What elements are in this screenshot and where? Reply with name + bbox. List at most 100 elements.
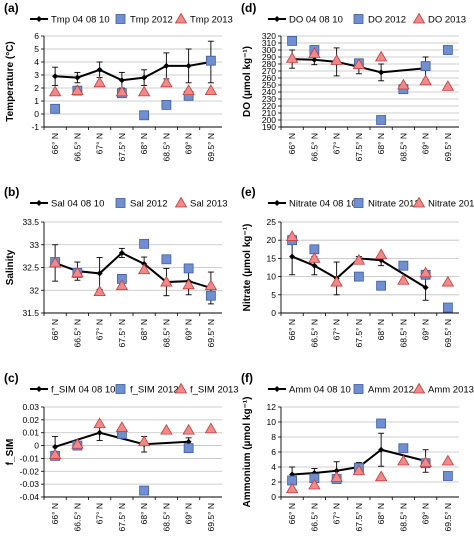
x-tick-label: 68.5° N [398, 133, 408, 161]
line-point [378, 446, 385, 453]
legend-label: Tmp 2013 [190, 15, 233, 26]
line-point [96, 429, 103, 436]
legend-label: f_SIM 2012 [130, 385, 179, 396]
triangle-point [419, 456, 432, 467]
line-point [52, 73, 59, 80]
triangle-point [137, 435, 151, 447]
triangle-point [182, 423, 195, 435]
y-axis-label: Nitrate (µmol kg⁻¹) [242, 224, 253, 312]
y-tick-label: 10 [267, 272, 277, 282]
legend-square-swatch [115, 198, 126, 208]
x-tick-label: 67.5° N [354, 133, 364, 161]
y-tick-label: 290 [262, 52, 276, 62]
y-tick-label: 0.01 [22, 428, 39, 438]
triangle-point [285, 230, 299, 241]
y-tick-label: -1 [31, 122, 39, 132]
y-tick-label: 1 [34, 96, 39, 106]
y-tick-label: -0.01 [20, 453, 40, 463]
legend-label: Tmp 2012 [130, 15, 173, 26]
y-tick-label: 2 [271, 477, 276, 487]
line-point [74, 74, 81, 81]
square-point [50, 103, 61, 114]
x-tick-label: 68° N [139, 133, 149, 154]
panel-label: (b) [4, 185, 19, 199]
square-point [161, 254, 172, 265]
square-point [442, 302, 453, 313]
triangle-point [160, 275, 173, 287]
triangle-point [397, 273, 410, 285]
x-tick-label: 68.5° N [161, 319, 171, 347]
legend-label: Amm 2012 [368, 385, 414, 396]
y-tick-label: 32.5 [22, 263, 39, 273]
legend: Nitrate 04 08 10 Nitrate 2012 Nitrate 2013 [268, 196, 474, 210]
x-tick-label: 67.5° N [354, 319, 364, 347]
triangle-point [182, 84, 195, 95]
legend-line-marker [274, 386, 280, 392]
triangle-point [330, 275, 343, 287]
square-point [139, 110, 150, 121]
y-tick-label: 25 [267, 217, 277, 227]
legend-square-swatch [353, 198, 364, 208]
triangle-point [374, 470, 388, 482]
x-tick-label: 68.5° N [398, 503, 408, 531]
triangle-point [397, 78, 410, 90]
y-tick-label: 20 [267, 235, 277, 245]
y-tick-label: 0 [271, 492, 276, 502]
triangle-point [441, 275, 455, 287]
x-tick-label: 69° N [421, 503, 431, 524]
square-point [183, 263, 194, 274]
chart-panel: (f) 0 2 4 6 8 10 12 66° N 66.5° N 67° N 67.5° N 68° … [241, 371, 474, 531]
panel-label: (d) [241, 1, 256, 15]
x-tick-label: 68° N [139, 503, 149, 524]
series-line [55, 61, 212, 82]
y-tick-label: -0.04 [20, 492, 40, 502]
triangle-point [441, 454, 455, 466]
square-point [442, 45, 453, 55]
square-point [398, 443, 409, 454]
y-tick-label: -0.03 [20, 479, 40, 489]
triangle-point [308, 47, 321, 58]
square-point [139, 485, 150, 496]
x-tick-label: 68.5° N [398, 319, 408, 347]
y-tick-label: 270 [262, 66, 276, 76]
triangle-point [204, 279, 218, 291]
x-tick-label: 67.5° N [117, 503, 127, 531]
triangle-point [308, 478, 321, 490]
line-point [96, 270, 103, 277]
square-point [398, 260, 409, 271]
legend-label: f_SIM 2013 [190, 385, 239, 396]
y-tick-label: 0 [34, 109, 39, 119]
triangle-point [374, 50, 388, 62]
y-tick-label: 12 [267, 402, 277, 412]
x-tick-label: 67° N [332, 503, 342, 524]
triangle-point [352, 253, 366, 265]
legend-line-marker [274, 16, 280, 22]
y-tick-label: 200 [262, 115, 276, 125]
y-tick-label: 240 [262, 87, 276, 97]
chart-panel: (d)1902002102202302402502602702802903003… [241, 1, 466, 161]
y-tick-label: 210 [262, 108, 276, 118]
square-point [161, 100, 172, 110]
legend-triangle-swatch [412, 382, 426, 394]
triangle-point [48, 448, 62, 459]
line-point [118, 77, 125, 84]
triangle-point [285, 482, 299, 494]
y-tick-label: 230 [262, 94, 276, 104]
y-tick-label: 260 [262, 73, 276, 83]
y-tick-label: 2 [34, 83, 39, 93]
legend-label: DO 04 08 10 [289, 15, 343, 26]
legend-square-swatch [115, 384, 126, 394]
x-tick-label: 68° N [139, 319, 149, 340]
legend-square-swatch [353, 384, 364, 394]
triangle-point [441, 80, 455, 91]
y-tick-label: 6 [271, 447, 276, 457]
square-point [420, 61, 431, 71]
triangle-point [352, 464, 366, 476]
legend-line-marker [36, 386, 42, 392]
x-tick-label: 69° N [184, 319, 194, 340]
x-tick-label: 69.5° N [443, 319, 453, 347]
legend: Amm 04 08 10 Amm 2012 Amm 2013 [268, 382, 474, 396]
x-tick-label: 66° N [50, 503, 60, 524]
triangle-point [204, 84, 218, 95]
